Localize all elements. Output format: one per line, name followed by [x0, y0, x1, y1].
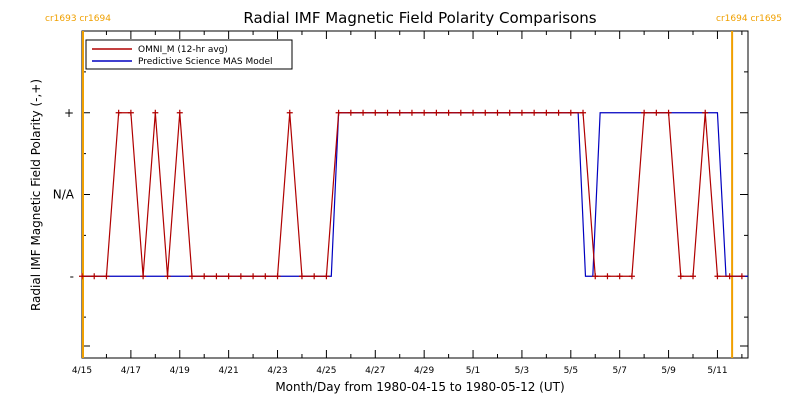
omni-point: [482, 109, 489, 116]
omni-point: [323, 273, 330, 280]
y-axis-label: Radial IMF Magnetic Field Polarity (-,+): [29, 79, 43, 311]
omni-point: [677, 273, 684, 280]
omni-point: [274, 273, 281, 280]
omni-point: [115, 109, 122, 116]
carrington-label-right: cr1694 cr1695: [716, 14, 782, 24]
omni-point: [396, 109, 403, 116]
omni-point: [726, 273, 733, 280]
omni-point: [237, 273, 244, 280]
omni-point: [714, 273, 721, 280]
omni-point: [103, 273, 110, 280]
omni-point: [567, 109, 574, 116]
x-tick-label: 4/21: [219, 366, 239, 376]
x-axis-label: Month/Day from 1980-04-15 to 1980-05-12 …: [275, 380, 564, 394]
legend-label-omni: OMNI_M (12-hr avg): [138, 45, 228, 55]
omni-point: [628, 273, 635, 280]
y-tick-label: +: [64, 106, 74, 120]
x-tick-label: 4/23: [267, 366, 287, 376]
series-omni: [79, 109, 745, 280]
omni-point: [592, 273, 599, 280]
omni-point: [176, 109, 183, 116]
omni-point: [201, 273, 208, 280]
omni-point: [225, 273, 232, 280]
omni-point: [457, 109, 464, 116]
omni-point: [616, 273, 623, 280]
omni-point: [555, 109, 562, 116]
x-tick-label: 4/29: [414, 366, 434, 376]
omni-point: [738, 273, 745, 280]
omni-point: [445, 109, 452, 116]
omni-point: [421, 109, 428, 116]
x-tick-label: 4/27: [365, 366, 385, 376]
omni-point: [665, 109, 672, 116]
carrington-lines: [82, 31, 734, 358]
y-tick-label: N/A: [53, 188, 75, 202]
omni-point: [653, 109, 660, 116]
omni-point: [580, 109, 587, 116]
omni-point: [372, 109, 379, 116]
chart-title: Radial IMF Magnetic Field Polarity Compa…: [243, 9, 596, 27]
omni-point: [347, 109, 354, 116]
omni-line: [82, 112, 742, 277]
omni-point: [298, 273, 305, 280]
omni-point: [531, 109, 538, 116]
carrington-label-left: cr1693 cr1694: [45, 14, 111, 24]
omni-point: [79, 273, 85, 280]
plot-frame: [81, 30, 749, 359]
omni-point: [188, 273, 195, 280]
omni-point: [250, 273, 257, 280]
omni-point: [494, 109, 501, 116]
mas-line: [82, 112, 748, 277]
series-mas-model: [82, 112, 748, 277]
omni-point: [140, 273, 147, 280]
legend-box: [85, 39, 293, 70]
omni-point: [702, 109, 709, 116]
omni-point: [690, 273, 697, 280]
omni-point: [641, 109, 648, 116]
omni-point: [335, 109, 342, 116]
omni-point: [360, 109, 367, 116]
x-tick-label: 5/9: [661, 366, 676, 376]
omni-point: [286, 109, 293, 116]
omni-point: [262, 273, 269, 280]
omni-point: [604, 273, 611, 280]
omni-point: [384, 109, 391, 116]
y-axis: - N/A +: [53, 71, 748, 347]
legend: OMNI_M (12-hr avg) Predictive Science MA…: [85, 39, 293, 70]
omni-point: [152, 109, 159, 116]
omni-point: [543, 109, 550, 116]
omni-point: [506, 109, 513, 116]
x-tick-label: 5/7: [612, 366, 626, 376]
x-tick-label: 5/3: [515, 366, 529, 376]
x-tick-label: 4/15: [72, 366, 92, 376]
x-tick-label: 5/5: [564, 366, 578, 376]
omni-point: [433, 109, 440, 116]
omni-point: [91, 273, 98, 280]
x-axis: 4/15 4/17 4/19 4/21 4/23 4/25 4/27 4/29 5/1 5/3 5/…: [72, 31, 743, 376]
omni-point: [408, 109, 415, 116]
x-tick-label: 4/17: [121, 366, 141, 376]
y-tick-label: -: [70, 269, 74, 283]
omni-point: [213, 273, 220, 280]
omni-point: [164, 273, 171, 280]
x-tick-label: 4/25: [316, 366, 336, 376]
x-tick-label: 4/19: [170, 366, 190, 376]
x-tick-label: 5/11: [707, 366, 727, 376]
legend-label-mas: Predictive Science MAS Model: [138, 57, 273, 67]
omni-point: [311, 273, 318, 280]
omni-point: [518, 109, 525, 116]
x-tick-label: 5/1: [466, 366, 480, 376]
omni-point: [127, 109, 134, 116]
omni-point: [470, 109, 477, 116]
